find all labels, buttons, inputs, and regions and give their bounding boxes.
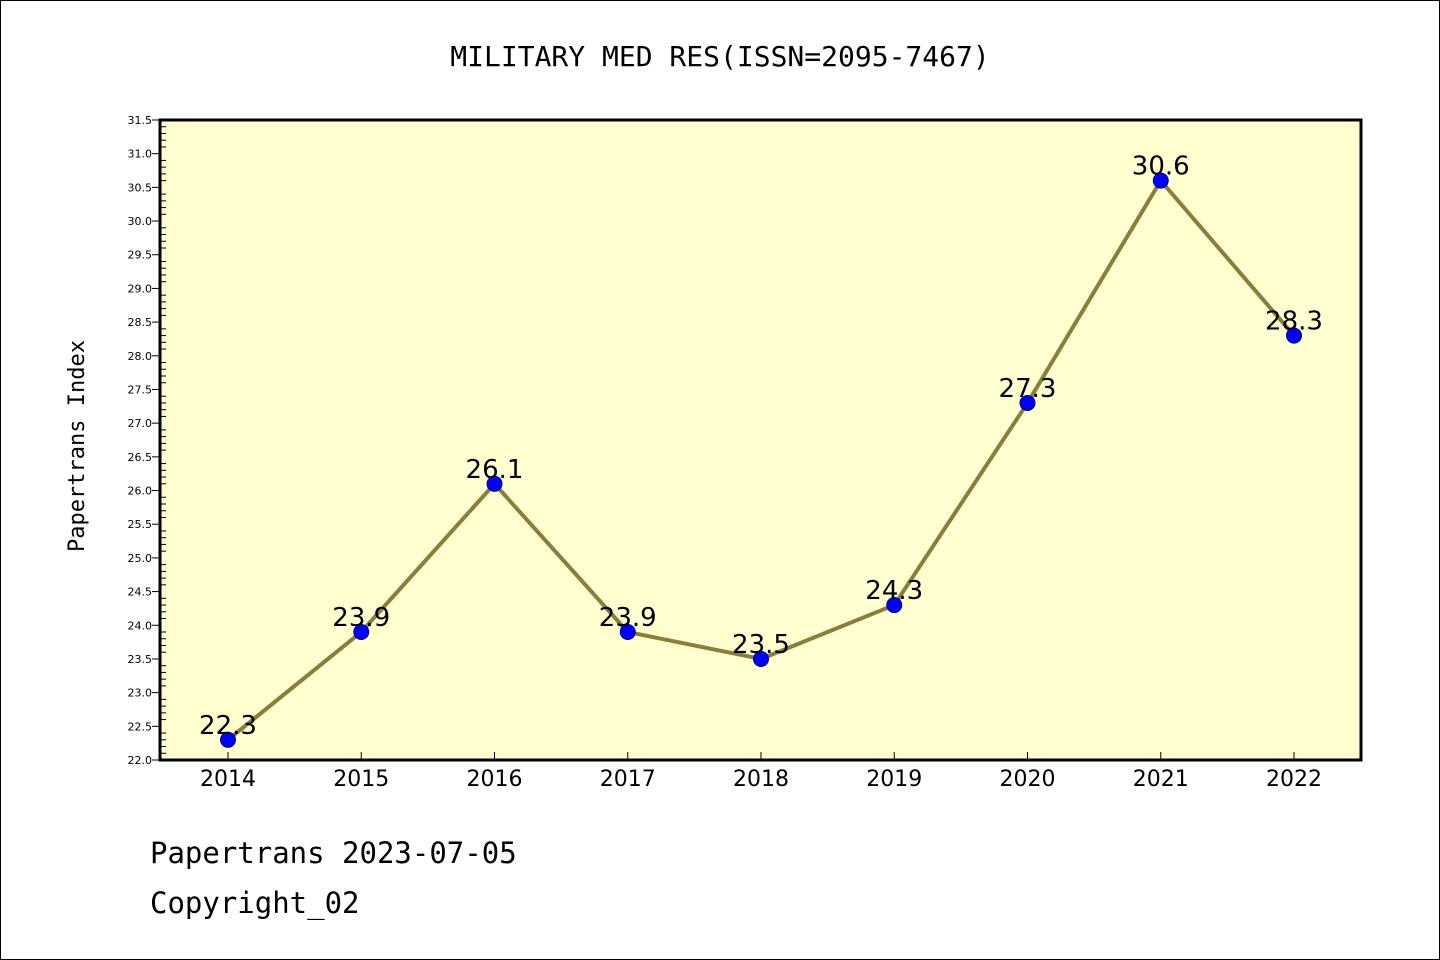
x-tick-label: 2017 xyxy=(600,767,656,792)
data-label: 26.1 xyxy=(466,455,524,485)
data-label: 28.3 xyxy=(1265,307,1323,337)
y-axis: 22.0 22.5 23.0 23.5 24.0 24.5 25.0 25.5 26.0 26.5… xyxy=(128,114,166,767)
x-tick-label: 2014 xyxy=(200,767,256,792)
data-point xyxy=(753,650,769,667)
data-label: 30.6 xyxy=(1132,152,1190,182)
data-label: 27.3 xyxy=(999,374,1057,404)
y-tick-label: 25.0 xyxy=(128,552,153,565)
data-point xyxy=(619,624,636,640)
data-label: 22.3 xyxy=(199,711,257,741)
chart-title: MILITARY MED RES(ISSN=2095-7467) xyxy=(450,40,989,73)
y-tick-label: 25.5 xyxy=(128,518,153,531)
data-label: 23.9 xyxy=(599,603,657,633)
data-label: 24.3 xyxy=(865,576,923,606)
footer-date: Papertrans 2023-07-05 xyxy=(150,836,517,870)
data-point xyxy=(1019,394,1036,411)
y-tick-label: 29.5 xyxy=(128,249,153,262)
data-point xyxy=(886,597,903,614)
y-tick-label: 30.5 xyxy=(128,181,153,194)
y-tick-label: 22.0 xyxy=(128,754,153,767)
y-axis-label: Papertrans Index xyxy=(65,340,90,552)
data-label: 23.9 xyxy=(332,603,390,633)
data-point xyxy=(1286,327,1302,344)
y-tick-label: 26.0 xyxy=(128,485,153,498)
x-axis: 2014 2015 2016 2017 2018 2019 2020 2021 2022 xyxy=(200,752,1322,792)
data-labels: 22.3 23.9 26.1 23.9 23.5 24.3 27.3 30.6 28.3 xyxy=(199,152,1323,741)
y-tick-label: 28.5 xyxy=(128,316,153,329)
x-tick-label: 2020 xyxy=(1000,767,1056,792)
x-tick-label: 2015 xyxy=(333,767,389,792)
data-point xyxy=(1152,172,1169,189)
x-tick-label: 2016 xyxy=(467,767,523,792)
x-tick-label: 2019 xyxy=(866,767,922,792)
y-tick-label: 23.5 xyxy=(128,653,153,666)
plot-border xyxy=(158,118,1363,762)
data-label: 23.5 xyxy=(732,630,790,660)
y-tick-label: 22.5 xyxy=(128,720,153,733)
y-tick-label: 31.5 xyxy=(128,114,153,127)
y-tick-label: 23.0 xyxy=(128,687,153,700)
y-tick-label: 26.5 xyxy=(128,451,153,464)
y-tick-label: 28.0 xyxy=(128,350,153,363)
y-tick-label: 24.5 xyxy=(128,586,153,599)
y-tick-label: 31.0 xyxy=(128,148,153,161)
y-tick-label: 30.0 xyxy=(128,215,153,228)
y-tick-label: 27.5 xyxy=(128,383,153,396)
y-tick-label: 24.0 xyxy=(128,619,153,632)
x-tick-label: 2022 xyxy=(1266,767,1322,792)
y-tick-label: 29.0 xyxy=(128,282,153,295)
y-tick-label: 27.0 xyxy=(128,417,153,430)
x-tick-label: 2018 xyxy=(733,767,789,792)
x-tick-label: 2021 xyxy=(1133,767,1189,792)
data-point xyxy=(486,475,503,492)
data-point xyxy=(353,624,370,640)
data-points xyxy=(220,172,1302,748)
data-point xyxy=(220,731,236,748)
footer-copyright: Copyright_02 xyxy=(150,886,360,920)
